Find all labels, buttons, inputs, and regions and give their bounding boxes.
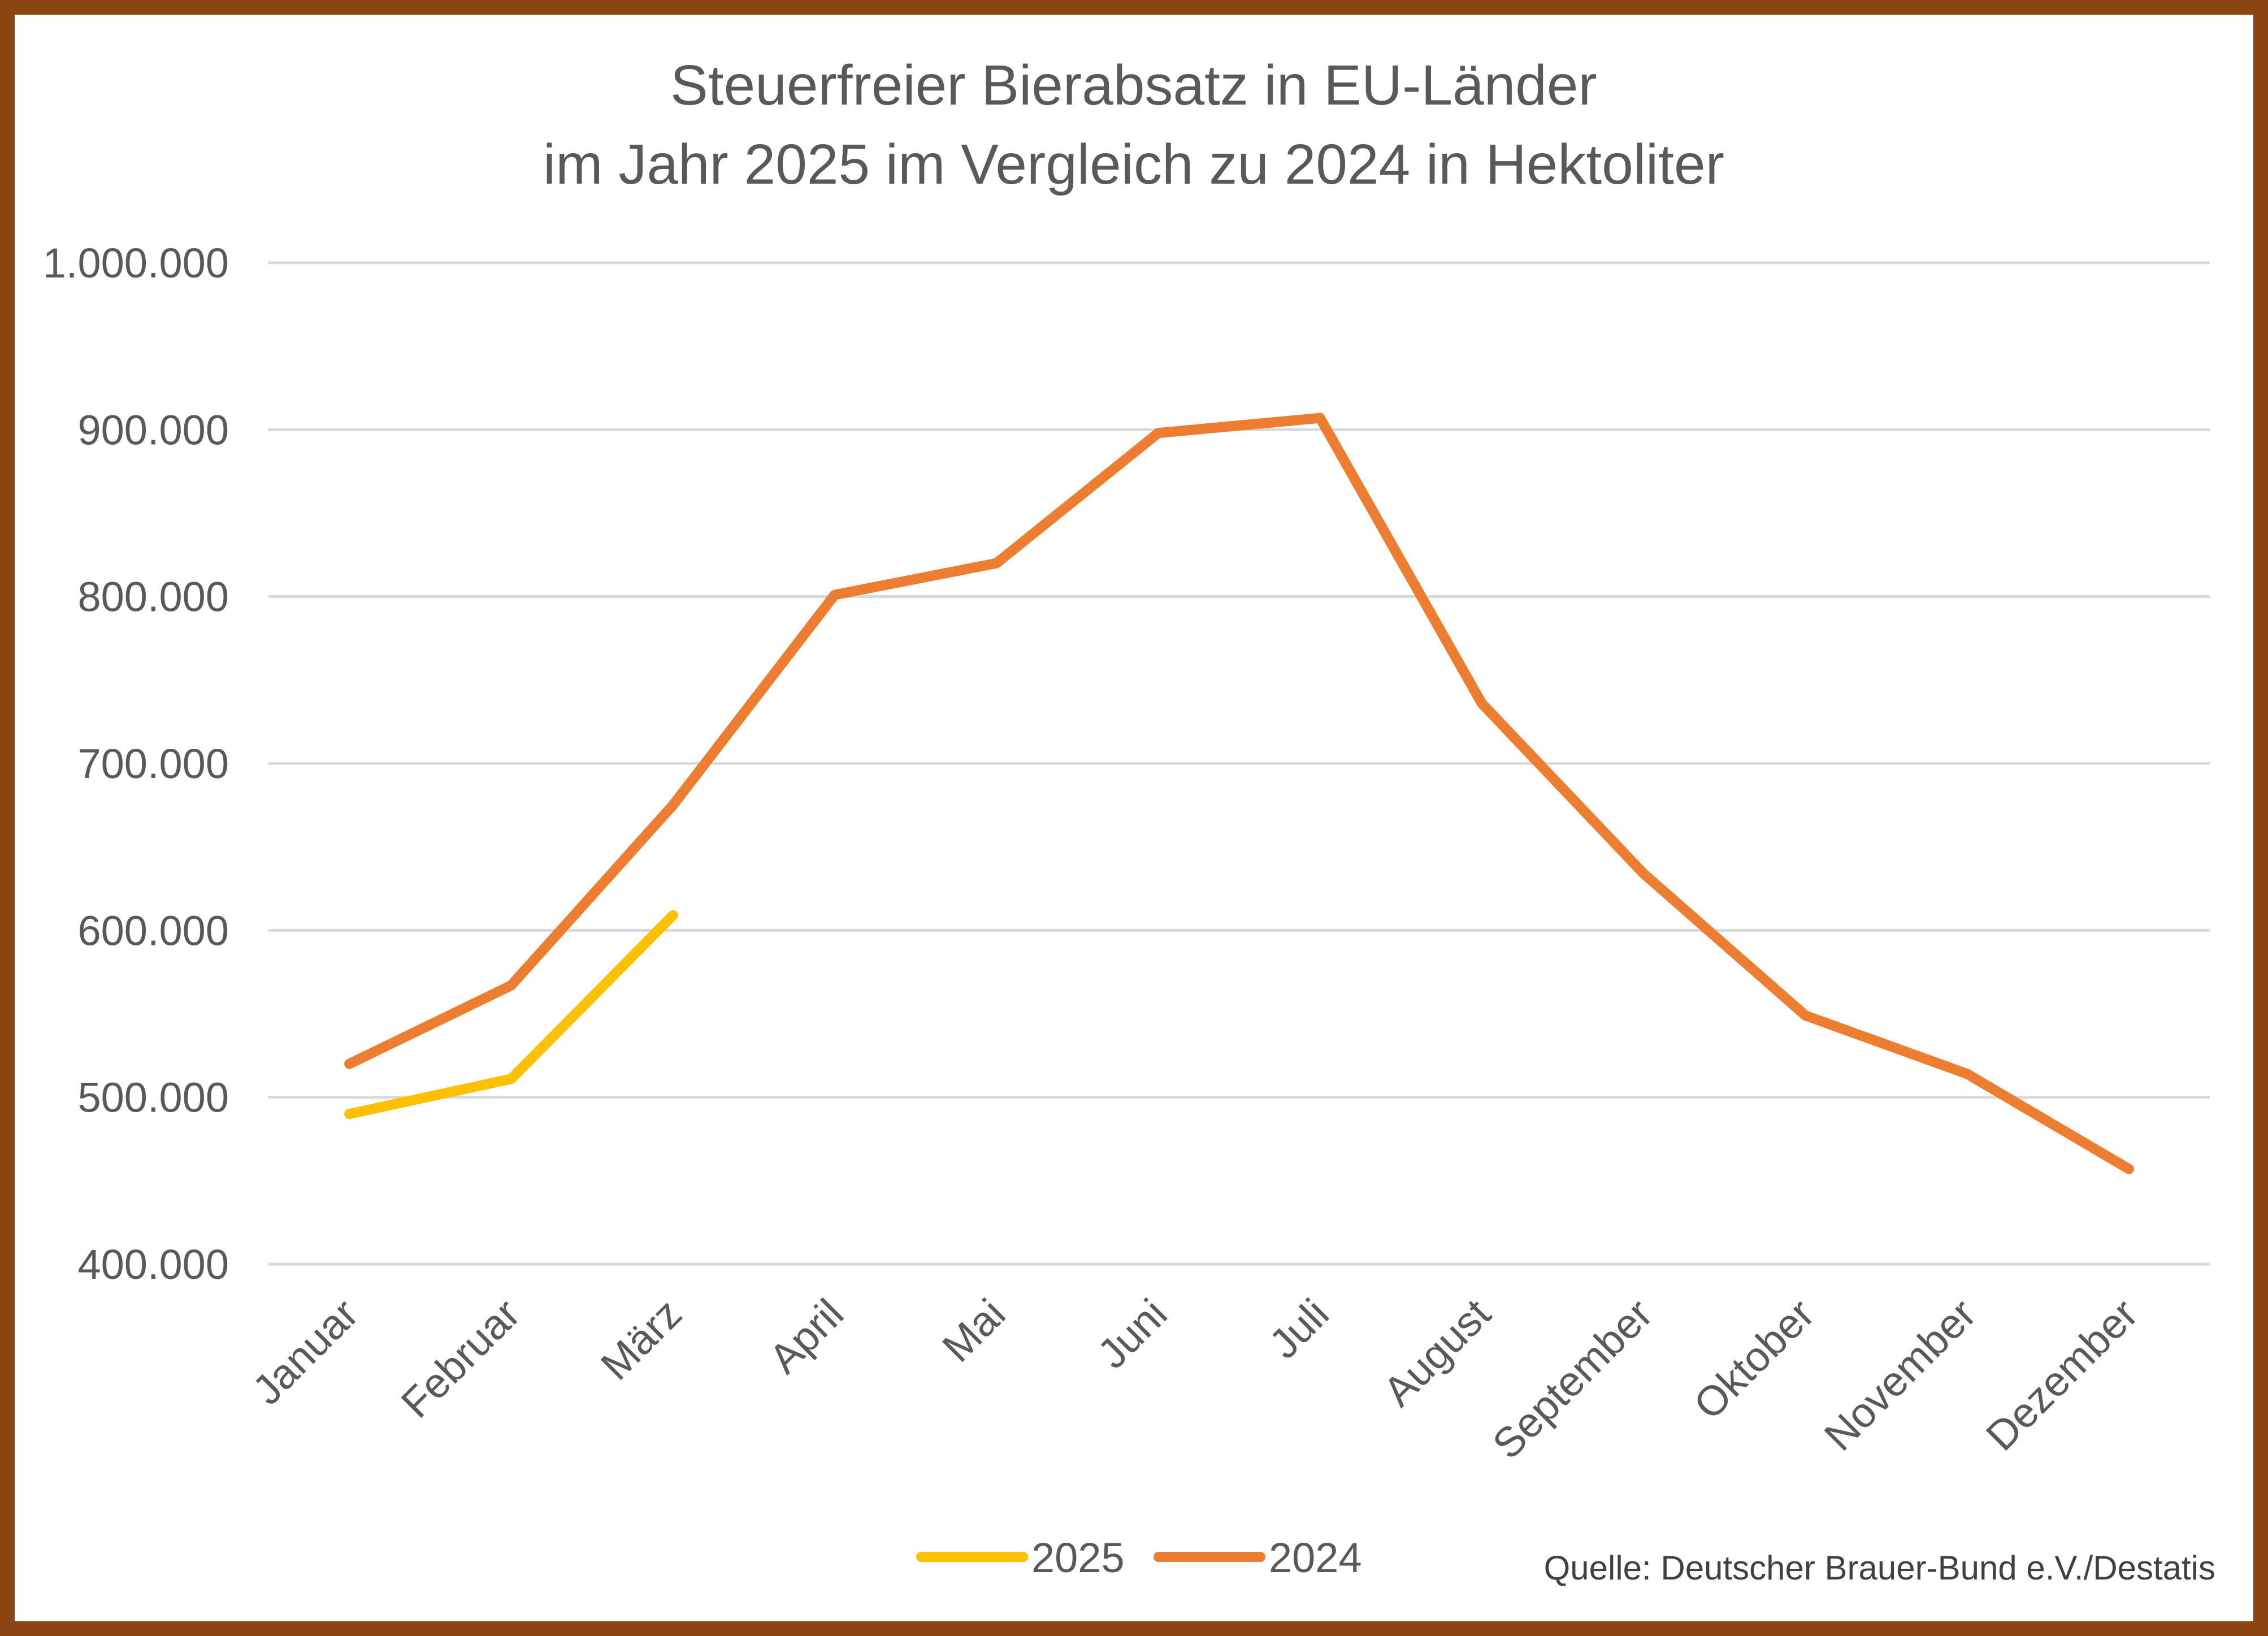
x-tick-label: Juli: [1260, 1290, 1338, 1368]
x-tick-label: Februar: [392, 1290, 529, 1427]
legend-label-2025: 2025: [1031, 1534, 1125, 1581]
x-tick-label: Juni: [1089, 1290, 1176, 1378]
y-tick-label: 400.000: [78, 1241, 229, 1288]
x-axis-tick-labels: Januar Februar März April Mai Juni Juli AugustS…: [244, 1290, 2146, 1468]
source-note: Quelle: Deutscher Brauer-Bund e.V./Desta…: [1544, 1549, 2215, 1587]
x-tick-label: September: [1484, 1290, 1662, 1468]
x-tick-label: November: [1815, 1290, 1985, 1460]
x-tick-label: Januar: [244, 1290, 367, 1414]
legend: 2025 2024: [916, 1534, 1362, 1581]
y-tick-label: 900.000: [78, 406, 229, 453]
y-tick-label: 800.000: [78, 574, 229, 620]
x-tick-label: Mai: [933, 1290, 1014, 1371]
series-line-2024: [344, 413, 2134, 1174]
y-tick-label: 1.000.000: [43, 240, 229, 287]
legend-label-2024: 2024: [1269, 1534, 1362, 1581]
y-tick-label: 500.000: [78, 1074, 229, 1121]
series-line-2025: [344, 910, 678, 1119]
chart-title: Steuerfreier Bierabsatz in EU-Länder: [670, 54, 1597, 117]
y-tick-label: 600.000: [78, 907, 229, 954]
x-tick-label: April: [760, 1290, 852, 1382]
x-tick-label: März: [592, 1290, 691, 1389]
x-tick-label: August: [1374, 1290, 1500, 1415]
y-tick-label: 700.000: [78, 740, 229, 787]
chart-subtitle: im Jahr 2025 im Vergleich zu 2024 in Hek…: [543, 133, 1724, 196]
gridlines: [268, 261, 2210, 1266]
series-lines: [344, 413, 2134, 1174]
x-tick-label: Dezember: [1977, 1290, 2146, 1460]
y-axis-tick-labels: 1.000.000 900.000 800.000 700.000 600.000 500…: [43, 240, 229, 1288]
x-tick-label: Oktober: [1685, 1290, 1823, 1429]
